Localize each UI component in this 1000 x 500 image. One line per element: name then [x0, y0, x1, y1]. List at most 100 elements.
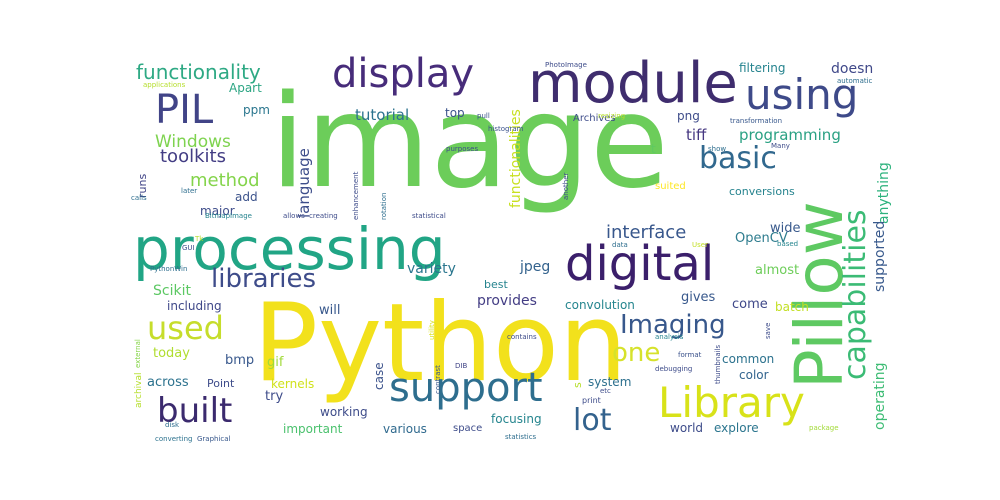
word: allows: [283, 212, 305, 220]
word: batch: [775, 300, 809, 314]
word: contrast: [434, 365, 442, 394]
word: digital: [565, 236, 715, 292]
word: s: [571, 382, 584, 388]
word: built: [157, 391, 233, 431]
word: Scikit: [153, 283, 191, 299]
word: later: [181, 187, 198, 195]
word: across: [147, 375, 189, 390]
word: Graphical: [197, 435, 231, 443]
word: Python: [253, 281, 628, 406]
word: using: [745, 70, 859, 119]
word: today: [153, 346, 190, 361]
word: display: [332, 51, 475, 97]
word: jpeg: [520, 259, 551, 275]
word: space: [453, 423, 483, 434]
word: filtering: [739, 61, 786, 75]
word: Many: [771, 142, 790, 150]
word: rotation: [380, 192, 388, 220]
word: debugging: [655, 365, 693, 373]
word: png: [677, 109, 700, 123]
word: programming: [739, 126, 841, 144]
word: Library: [658, 378, 805, 427]
word: tutorial: [355, 106, 410, 124]
word: enhancement: [352, 171, 360, 220]
word: color: [739, 368, 769, 382]
word: functionality: [136, 60, 261, 84]
word: case: [372, 362, 386, 390]
word: major: [200, 204, 235, 218]
word: Apart: [229, 81, 262, 95]
word: module: [528, 51, 738, 116]
word: BitmapImage: [205, 212, 252, 220]
word: wide: [770, 221, 801, 236]
word: convolution: [565, 298, 635, 312]
word: basic: [699, 141, 777, 176]
word: PIL: [155, 87, 214, 133]
word: User: [692, 241, 708, 249]
word: purposes: [446, 145, 479, 153]
word: kernels: [271, 377, 315, 391]
word: Windows: [155, 132, 231, 152]
word: supported: [872, 220, 888, 292]
word: PhotoImage: [545, 61, 587, 69]
word: Tk: [195, 235, 204, 243]
word: various: [383, 422, 427, 436]
word: OpenCV: [735, 231, 788, 246]
word: utility: [428, 320, 436, 340]
word: bmp: [225, 353, 255, 368]
word: statistics: [505, 433, 537, 441]
word: data: [612, 241, 628, 249]
word: focusing: [491, 412, 542, 426]
word: etc: [600, 387, 611, 395]
word: PythonWin: [150, 265, 188, 273]
word: support: [389, 365, 543, 411]
word: statistical: [412, 212, 446, 220]
word: thumbnails: [714, 344, 722, 384]
word: external: [134, 339, 142, 368]
word: top: [445, 106, 465, 120]
word: DIB: [455, 362, 468, 370]
word: libraries: [211, 264, 317, 294]
word: method: [190, 170, 260, 191]
word: applications: [143, 81, 186, 89]
word: best: [484, 278, 508, 291]
word: t: [651, 142, 656, 156]
word: pull: [477, 112, 490, 120]
word: Imaging: [620, 310, 726, 340]
word: will: [319, 303, 341, 318]
word: toolkits: [160, 146, 226, 167]
word: Point: [207, 377, 235, 390]
word: contains: [507, 333, 537, 341]
word: save: [764, 322, 772, 339]
word: histogram: [488, 125, 524, 133]
word: suited: [655, 181, 686, 192]
word: based: [777, 240, 799, 248]
word: ppm: [243, 103, 270, 117]
word: operating: [872, 362, 888, 430]
word: tiff: [686, 126, 707, 144]
word: try: [265, 389, 284, 404]
word: gif: [267, 355, 284, 370]
word: print: [582, 396, 601, 405]
word: system: [588, 375, 632, 389]
word: doesn: [831, 61, 874, 77]
word: lot: [573, 403, 612, 438]
word: archival: [134, 372, 144, 408]
word: Archives: [573, 113, 616, 124]
word: add: [235, 190, 258, 204]
word: functionalities: [508, 109, 524, 208]
word: disk: [165, 421, 180, 429]
word: provides: [477, 293, 537, 309]
word: automatic: [837, 77, 873, 85]
word: used: [147, 309, 224, 347]
word: including: [167, 299, 222, 313]
word: package: [809, 424, 839, 432]
word: creating: [309, 212, 338, 220]
word: capabilities: [838, 209, 873, 380]
word: converting: [155, 435, 193, 443]
word: GUI: [182, 244, 195, 252]
word: interface: [606, 222, 687, 243]
word: another: [562, 172, 570, 200]
word: gives: [681, 290, 716, 305]
word: almost: [755, 263, 800, 278]
